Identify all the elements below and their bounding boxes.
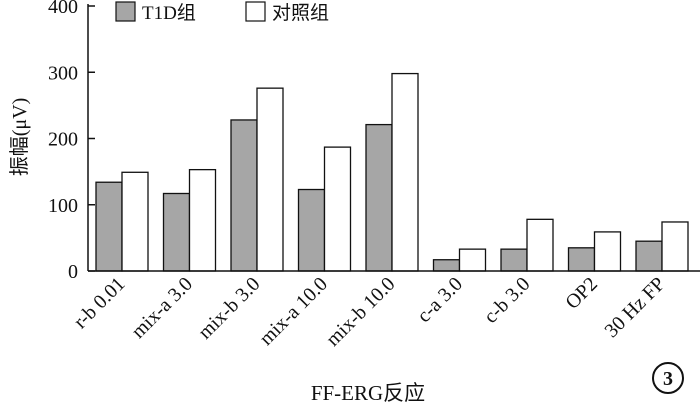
legend-swatch-t1d: [115, 1, 136, 22]
y-tick-label: 100: [48, 195, 78, 217]
legend-label-control: 对照组: [272, 2, 329, 24]
x-tick-label: mix-a 3.0: [127, 273, 197, 343]
x-tick-label: mix-b 3.0: [194, 273, 265, 344]
bar-t1d: [297, 188, 326, 272]
bar-t1d: [230, 119, 258, 272]
bar-control: [661, 221, 689, 272]
bar-control: [188, 168, 217, 272]
y-tick-label: 0: [68, 261, 78, 283]
bar-control: [256, 87, 284, 272]
x-tick-label: c-a 3.0: [413, 273, 467, 327]
bar-t1d: [500, 248, 528, 272]
x-tick-label: 30 Hz FP: [601, 273, 670, 342]
bar-t1d: [635, 240, 663, 272]
bar-control: [593, 231, 622, 272]
x-tick-label: r-b 0.01: [69, 273, 129, 333]
panel-label: 3: [663, 368, 673, 390]
x-tick-label: mix-a 10.0: [255, 273, 332, 350]
bar-control: [391, 72, 419, 272]
bar-control: [121, 171, 149, 272]
bar-t1d: [95, 181, 123, 272]
x-axis-label: FF-ERG反应: [311, 381, 425, 405]
x-tick-label: c-b 3.0: [480, 273, 535, 328]
x-tick-label: mix-b 10.0: [322, 273, 400, 351]
y-axis-label: 振幅(μV): [8, 98, 31, 177]
y-tick-label: 300: [48, 62, 78, 84]
bar-control: [458, 248, 487, 272]
y-axis-ticks: 0 100 200 300 400: [48, 0, 95, 283]
bar-t1d: [432, 259, 461, 272]
bar-t1d: [567, 247, 596, 272]
legend-label-t1d: T1D组: [142, 2, 196, 24]
bars: [95, 72, 689, 272]
bar-control: [526, 218, 554, 272]
x-tick-label: OP2: [561, 273, 602, 314]
y-tick-label: 400: [48, 0, 78, 18]
bar-t1d: [162, 192, 191, 272]
y-tick-label: 200: [48, 129, 78, 151]
bar-t1d: [365, 123, 393, 272]
bar-control: [323, 146, 352, 272]
legend-swatch-control: [245, 1, 266, 22]
panel-label-circle: [652, 362, 684, 394]
